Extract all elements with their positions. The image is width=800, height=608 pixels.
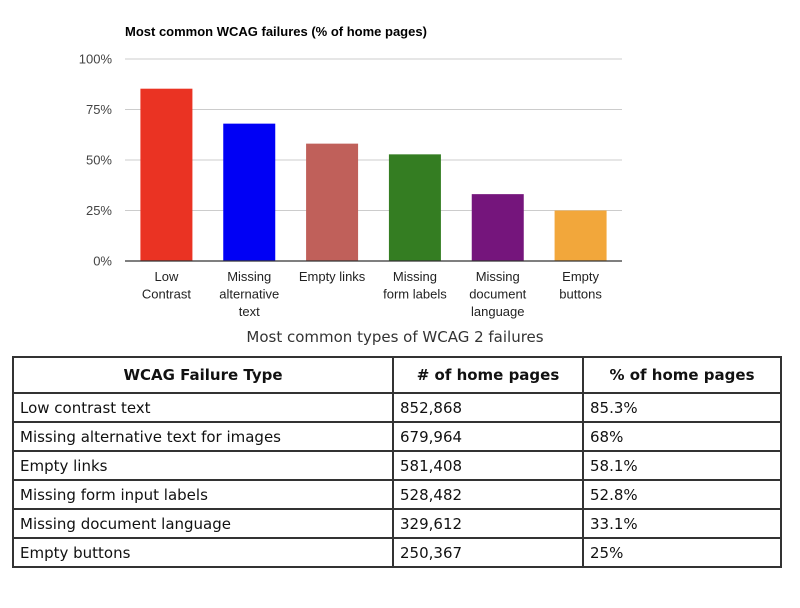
x-category-label: Empty buttons: [559, 269, 602, 302]
cell-percent: 68%: [582, 421, 782, 452]
bar-chart: Most common WCAG failures (% of home pag…: [79, 24, 622, 319]
wcag-failures-table: WCAG Failure Type # of home pages % of h…: [12, 356, 782, 568]
x-category-label: Missing alternative text: [219, 269, 279, 319]
cell-failure-type: Missing alternative text for images: [12, 421, 394, 452]
x-category-label: Missing form labels: [383, 269, 447, 302]
y-axis-ticks: 0% 25% 50% 75% 100%: [79, 52, 113, 269]
cell-percent: 52.8%: [582, 479, 782, 510]
y-tick-label: 0%: [93, 254, 112, 269]
gridlines: [125, 58, 622, 211]
y-tick-label: 75%: [86, 102, 112, 117]
header-home-pages-percent: % of home pages: [582, 356, 782, 394]
cell-failure-type: Low contrast text: [12, 392, 394, 423]
y-tick-label: 100%: [79, 52, 113, 67]
table-caption: Most common types of WCAG 2 failures: [246, 328, 544, 346]
cell-failure-type: Missing form input labels: [12, 479, 394, 510]
table-header-row: WCAG Failure Type # of home pages % of h…: [12, 356, 782, 394]
table-row: Empty links 581,408 58.1%: [12, 450, 782, 481]
bar: [388, 154, 441, 261]
header-home-pages-count: # of home pages: [392, 356, 584, 394]
table-row: Missing alternative text for images 679,…: [12, 421, 782, 452]
cell-count: 329,612: [392, 508, 584, 539]
y-tick-label: 50%: [86, 153, 112, 168]
x-category-label: Empty links: [299, 269, 366, 284]
cell-failure-type: Empty buttons: [12, 537, 394, 568]
cell-percent: 33.1%: [582, 508, 782, 539]
cell-percent: 25%: [582, 537, 782, 568]
cell-percent: 58.1%: [582, 450, 782, 481]
x-category-label: Missing document language: [469, 269, 526, 319]
cell-failure-type: Empty links: [12, 450, 394, 481]
cell-count: 679,964: [392, 421, 584, 452]
chart-title: Most common WCAG failures (% of home pag…: [125, 24, 427, 39]
cell-count: 528,482: [392, 479, 584, 510]
bar: [140, 88, 193, 261]
cell-percent: 85.3%: [582, 392, 782, 423]
cell-count: 581,408: [392, 450, 584, 481]
x-axis-labels: Low Contrast Missing alternative text Empty l…: [142, 269, 603, 319]
bars: [140, 88, 607, 261]
cell-failure-type: Missing document language: [12, 508, 394, 539]
table-container: WCAG Failure Type # of home pages % of h…: [12, 356, 782, 568]
header-failure-type: WCAG Failure Type: [12, 356, 394, 394]
table-row: Empty buttons 250,367 25%: [12, 537, 782, 568]
bar: [471, 194, 524, 261]
table-row: Missing form input labels 528,482 52.8%: [12, 479, 782, 510]
x-category-label: Low Contrast: [142, 269, 192, 302]
bar: [223, 123, 276, 261]
bar: [554, 210, 607, 261]
y-tick-label: 25%: [86, 203, 112, 218]
table-row: Low contrast text 852,868 85.3%: [12, 392, 782, 423]
bar: [306, 143, 359, 261]
table-row: Missing document language 329,612 33.1%: [12, 508, 782, 539]
cell-count: 852,868: [392, 392, 584, 423]
cell-count: 250,367: [392, 537, 584, 568]
